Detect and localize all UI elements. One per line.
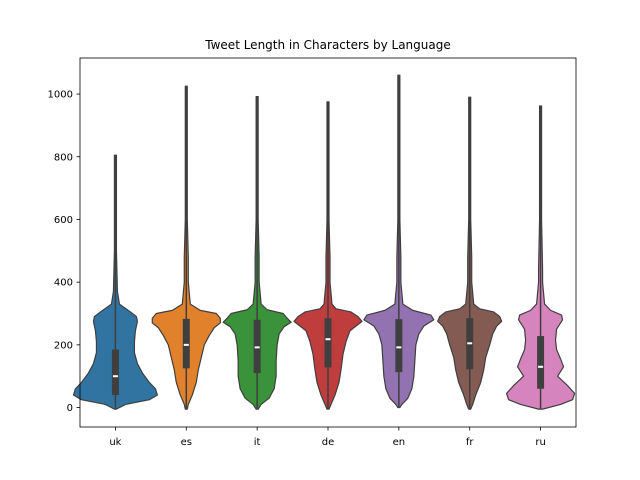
violin-uk xyxy=(72,154,159,410)
y-tick-label: 200 xyxy=(54,340,73,351)
y-tick-label: 800 xyxy=(54,152,73,163)
x-tick-label: fr xyxy=(466,437,475,448)
violin-ru xyxy=(505,105,576,410)
x-tick-label: uk xyxy=(109,437,121,448)
violin-fr xyxy=(437,96,503,410)
y-tick-label: 400 xyxy=(54,278,73,289)
y-axis: 0 200 400 600 800 1000 xyxy=(48,90,80,414)
violins-layer xyxy=(72,74,576,410)
x-axis: uk es it de en fr ru xyxy=(109,427,546,448)
violin-iqr-box xyxy=(537,336,545,389)
violin-iqr-box xyxy=(324,318,332,368)
violin-iqr-box xyxy=(395,319,403,373)
y-tick-label: 0 xyxy=(67,403,73,414)
x-tick-label: de xyxy=(322,437,335,448)
x-tick-label: it xyxy=(254,437,261,448)
x-tick-label: ru xyxy=(535,437,545,448)
y-tick-label: 600 xyxy=(54,215,73,226)
x-tick-label: en xyxy=(393,437,406,448)
violin-it xyxy=(222,95,292,410)
violin-es xyxy=(151,85,221,410)
violin-iqr-box xyxy=(182,318,190,369)
violin-de xyxy=(293,101,363,410)
chart-title: Tweet Length in Characters by Language xyxy=(204,38,450,52)
violin-iqr-box xyxy=(111,349,119,396)
y-tick-label: 1000 xyxy=(48,90,73,101)
x-tick-label: es xyxy=(181,437,192,448)
violin-en xyxy=(363,74,435,409)
